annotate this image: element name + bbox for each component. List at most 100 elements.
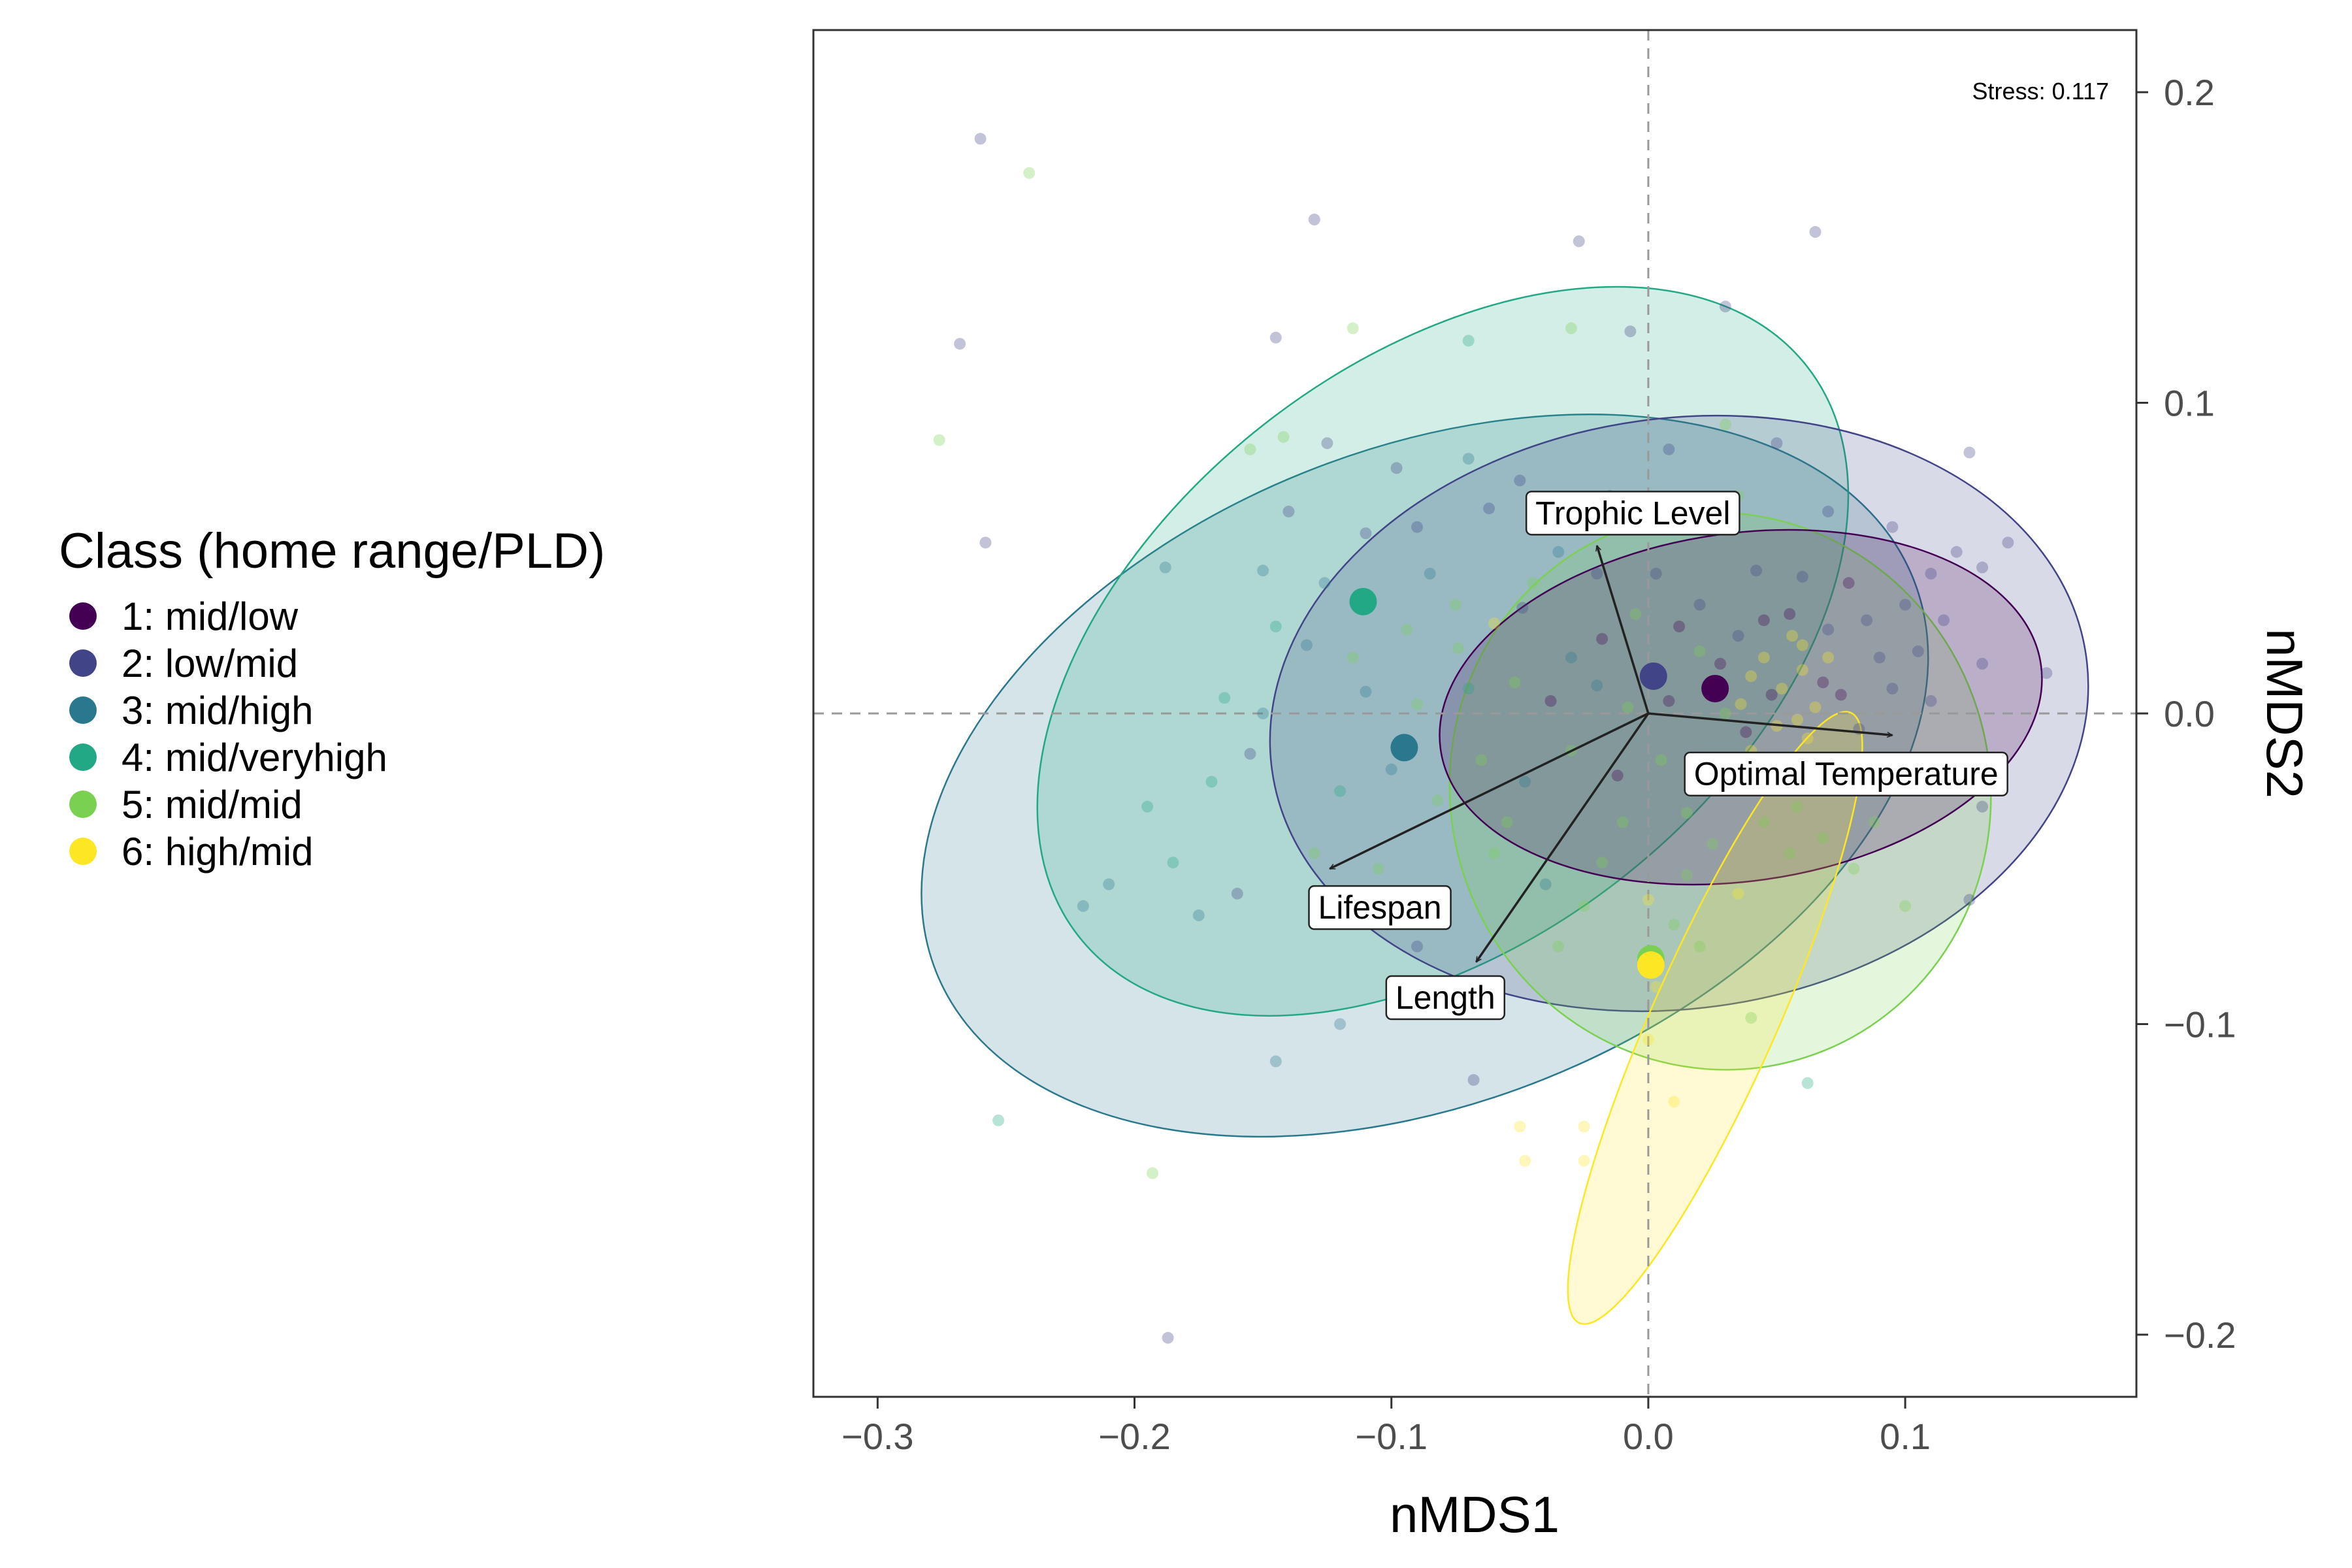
- legend-swatch: [69, 649, 97, 677]
- data-point: [1796, 570, 1808, 583]
- data-point: [1976, 657, 1989, 670]
- legend: Class (home range/PLD) 1: mid/low 2: low/…: [59, 523, 605, 875]
- data-point: [1565, 322, 1577, 335]
- data-point: [979, 536, 992, 549]
- data-point: [1735, 698, 1747, 710]
- data-point: [1809, 226, 1821, 238]
- legend-items: 1: mid/low 2: low/mid 3: mid/high 4: mid/ve…: [59, 593, 605, 875]
- y-tick-label: −0.2: [2164, 1315, 2236, 1356]
- data-point: [1719, 418, 1731, 431]
- data-point: [1848, 862, 1860, 875]
- data-point: [1431, 794, 1444, 807]
- y-axis: 0.2 0.1 0.0 −0.1 −0.2: [2136, 72, 2236, 1356]
- data-point: [1218, 692, 1231, 704]
- ellipse: [1567, 711, 1863, 1325]
- data-point: [1269, 1055, 1282, 1068]
- data-point: [1205, 776, 1218, 788]
- data-point: [1822, 651, 1835, 664]
- vector-label-box: [1684, 751, 2008, 796]
- vector-label-box: [1385, 975, 1506, 1021]
- vector-label: Optimal Temperature: [1684, 751, 2008, 796]
- data-point: [1693, 645, 1706, 657]
- data-point: [1732, 630, 1744, 642]
- legend-title: Class (home range/PLD): [59, 523, 606, 579]
- data-point: [1385, 763, 1397, 776]
- data-point: [2040, 667, 2053, 679]
- data-point: [1817, 676, 1829, 689]
- data-point: [1668, 919, 1680, 931]
- data-point: [1257, 708, 1269, 719]
- data-point: [1616, 816, 1629, 828]
- data-point: [1411, 940, 1424, 953]
- data-point: [1791, 713, 1803, 726]
- ellipse: [921, 414, 1929, 1138]
- vector-label-text: Length: [1396, 979, 1495, 1016]
- data-point: [1925, 568, 1937, 580]
- vector-arrow: [1597, 546, 1650, 714]
- data-point: [1159, 561, 1171, 574]
- data-point: [1269, 620, 1282, 632]
- data-point: [1552, 940, 1565, 953]
- data-point: [1650, 568, 1662, 580]
- data-point: [1578, 900, 1590, 912]
- data-point: [1791, 800, 1803, 813]
- data-point: [974, 133, 987, 145]
- legend-swatch: [69, 791, 97, 818]
- data-point: [1886, 521, 1899, 533]
- vector-arrow: [1330, 712, 1649, 870]
- data-point: [1519, 1154, 1531, 1167]
- data-point: [1501, 816, 1513, 828]
- data-point: [1693, 940, 1706, 953]
- y-tick-label: 0.1: [2164, 383, 2215, 424]
- data-point: [1622, 701, 1634, 713]
- stress-label: Stress: 0.117: [1972, 78, 2109, 105]
- confidence-ellipses: [921, 286, 2089, 1325]
- data-point: [1784, 608, 1796, 620]
- data-point: [1886, 682, 1899, 694]
- class-centroid: [1349, 587, 1377, 615]
- data-point: [1231, 887, 1243, 900]
- data-point: [1950, 546, 1963, 558]
- data-point: [1244, 443, 1256, 455]
- data-point: [1629, 608, 1642, 620]
- legend-swatch: [69, 602, 97, 630]
- data-point: [1663, 694, 1675, 707]
- data-point: [1842, 577, 1855, 589]
- data-point: [1719, 708, 1731, 719]
- data-point: [1516, 602, 1529, 614]
- data-point: [1868, 816, 1880, 828]
- data-point: [1650, 981, 1662, 993]
- data-point: [1745, 1011, 1757, 1024]
- data-point: [1475, 754, 1488, 766]
- class-centroid: [1639, 662, 1667, 690]
- y-axis-label: nMDS2: [2256, 629, 2313, 798]
- data-point: [1655, 754, 1667, 766]
- legend-swatch: [69, 743, 97, 771]
- data-point: [1360, 685, 1372, 698]
- data-point: [1591, 568, 1603, 580]
- data-point: [1611, 770, 1624, 782]
- data-point: [1899, 900, 1912, 912]
- data-point: [1509, 676, 1521, 689]
- data-point: [1411, 698, 1424, 710]
- legend-item: 1: mid/low: [59, 593, 605, 640]
- class-centroids: [1349, 587, 1729, 979]
- data-point: [1257, 564, 1269, 577]
- data-point: [1141, 800, 1154, 813]
- data-point: [1462, 682, 1475, 694]
- x-tick-label: −0.3: [841, 1416, 914, 1457]
- data-point: [1757, 651, 1770, 664]
- data-point: [1452, 642, 1464, 655]
- legend-label: 5: mid/mid: [122, 782, 302, 826]
- legend-label: 2: low/mid: [122, 641, 299, 685]
- data-point: [1861, 614, 1873, 627]
- data-point: [1784, 847, 1796, 859]
- data-point: [1308, 214, 1320, 226]
- data-point: [1745, 670, 1757, 682]
- data-point: [1519, 776, 1531, 788]
- data-point: [1817, 832, 1829, 844]
- data-point: [1591, 679, 1603, 692]
- x-tick-label: −0.1: [1355, 1416, 1428, 1457]
- vector-label-box: [1525, 491, 1740, 536]
